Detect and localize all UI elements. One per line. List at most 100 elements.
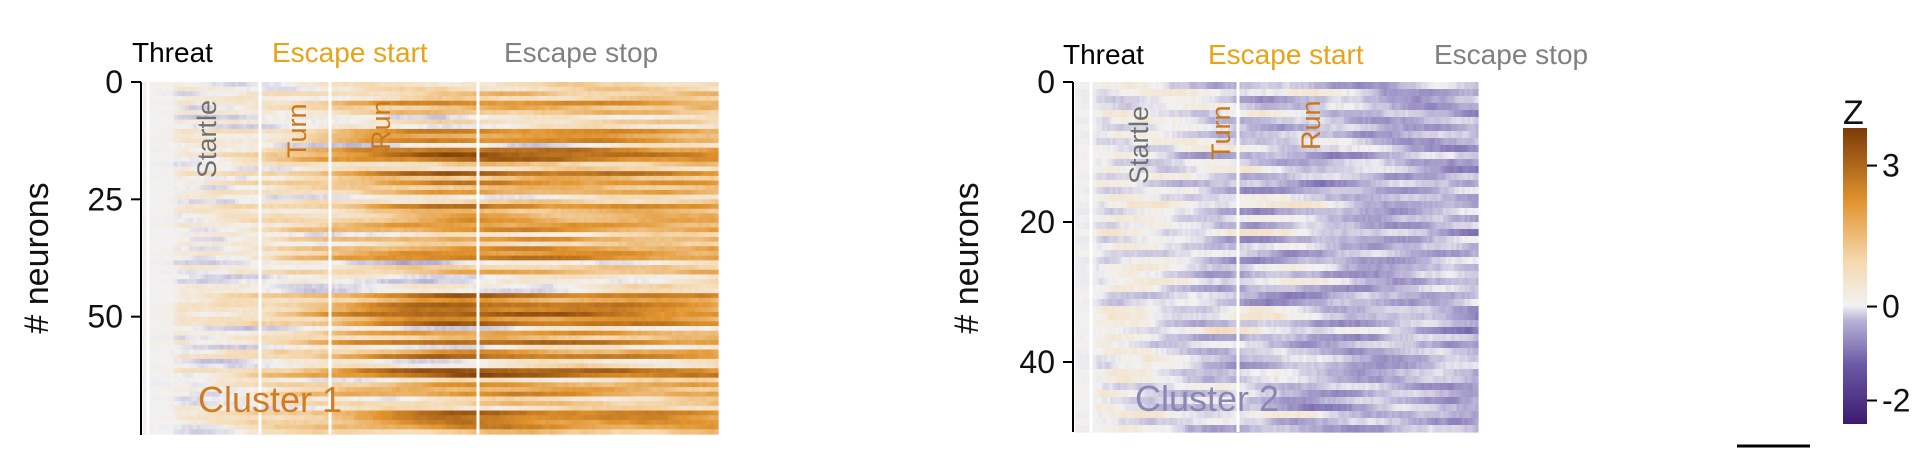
heatmap-cell — [273, 110, 278, 116]
heatmap-cell — [472, 119, 478, 125]
heatmap-cell — [158, 236, 163, 243]
heatmap-cell — [426, 119, 432, 125]
heatmap-cell — [553, 152, 558, 158]
heatmap-cell — [568, 138, 573, 144]
heatmap-cell — [150, 236, 156, 243]
heatmap-cell — [491, 91, 497, 97]
heatmap-cell — [169, 128, 175, 135]
heatmap-cell — [219, 82, 225, 88]
heatmap-cell — [166, 138, 171, 144]
heatmap-cell — [215, 208, 221, 215]
heatmap-cell — [541, 199, 547, 205]
heatmap-cell — [158, 194, 163, 200]
heatmap-cell — [583, 105, 589, 111]
heatmap-cell — [342, 152, 347, 158]
heatmap-cell — [208, 171, 213, 177]
heatmap-cell — [656, 124, 662, 130]
heatmap-cell — [603, 119, 608, 125]
heatmap-cell — [503, 128, 508, 135]
heatmap-cell — [338, 180, 343, 186]
heatmap-cell — [572, 222, 577, 229]
heatmap-cell — [269, 236, 274, 243]
heatmap-cell — [526, 199, 531, 205]
heatmap-cell — [300, 161, 305, 168]
heatmap-cell — [238, 152, 244, 158]
heatmap-cell — [637, 166, 642, 172]
heatmap-cell — [530, 96, 535, 102]
heatmap-cell — [698, 180, 704, 186]
heatmap-cell — [652, 189, 658, 196]
heatmap-cell — [553, 232, 558, 238]
heatmap-cell — [583, 180, 589, 186]
heatmap-cell — [649, 232, 654, 238]
heatmap-cell — [277, 175, 282, 182]
heatmap-cell — [484, 96, 489, 102]
heatmap-cell — [457, 114, 462, 121]
heatmap-cell — [219, 189, 225, 196]
heatmap-cell — [698, 171, 704, 177]
heatmap-cell — [350, 180, 355, 186]
heatmap-cell — [192, 166, 198, 172]
heatmap-cell — [580, 227, 585, 233]
heatmap-cell — [200, 100, 205, 107]
heatmap-cell — [346, 194, 351, 200]
heatmap-cell — [269, 208, 274, 215]
heatmap-cell — [196, 232, 202, 238]
heatmap-cell — [641, 166, 646, 172]
heatmap-cell — [610, 161, 616, 168]
heatmap-cell — [231, 138, 236, 144]
heatmap-cell — [706, 180, 711, 186]
heatmap-cell — [319, 222, 324, 229]
heatmap-cell — [373, 105, 378, 111]
heatmap-cell — [215, 204, 221, 210]
heatmap-cell — [288, 185, 294, 191]
heatmap-cell — [185, 157, 190, 163]
heatmap-cell — [599, 166, 604, 172]
heatmap-cell — [587, 213, 593, 219]
heatmap-cell — [461, 232, 466, 238]
heatmap-cell — [292, 96, 297, 102]
heatmap-cell — [235, 218, 240, 224]
heatmap-cell — [281, 204, 286, 210]
heatmap-cell — [422, 100, 428, 107]
heatmap-cell — [522, 218, 527, 224]
heatmap-cell — [572, 91, 577, 97]
heatmap-cell — [472, 180, 478, 186]
heatmap-cell — [407, 232, 412, 238]
heatmap-cell — [687, 185, 692, 191]
heatmap-cell — [173, 232, 179, 238]
heatmap-cell — [284, 91, 290, 97]
heatmap-cell — [154, 166, 159, 172]
heatmap-cell — [606, 133, 612, 139]
heatmap-cell — [675, 157, 681, 163]
heatmap-cell — [465, 124, 470, 130]
heatmap-cell — [468, 171, 474, 177]
heatmap-cell — [672, 152, 677, 158]
heatmap-cell — [430, 152, 435, 158]
heatmap-cell — [403, 171, 409, 177]
heatmap-cell — [606, 213, 612, 219]
heatmap-cell — [457, 218, 462, 224]
heatmap-cell — [158, 138, 163, 144]
heatmap-cell — [169, 91, 175, 97]
heatmap-cell — [445, 218, 451, 224]
heatmap-cell — [557, 161, 562, 168]
heatmap-cell — [660, 232, 665, 238]
heatmap-cell — [269, 105, 274, 111]
heatmap-cell — [618, 110, 623, 116]
heatmap-cell — [488, 152, 493, 158]
heatmap-cell — [212, 199, 217, 205]
heatmap-cell — [219, 180, 225, 186]
heatmap-cell — [284, 171, 290, 177]
heatmap-cell — [204, 91, 209, 97]
heatmap-cell — [507, 96, 512, 102]
heatmap-cell — [277, 147, 282, 153]
heatmap-cell — [319, 175, 324, 182]
heatmap-cell — [426, 82, 432, 88]
heatmap-cell — [392, 157, 397, 163]
heatmap-cell — [445, 232, 451, 238]
heatmap-cell — [185, 105, 190, 111]
heatmap-cell — [530, 114, 535, 121]
heatmap-cell — [273, 124, 278, 130]
